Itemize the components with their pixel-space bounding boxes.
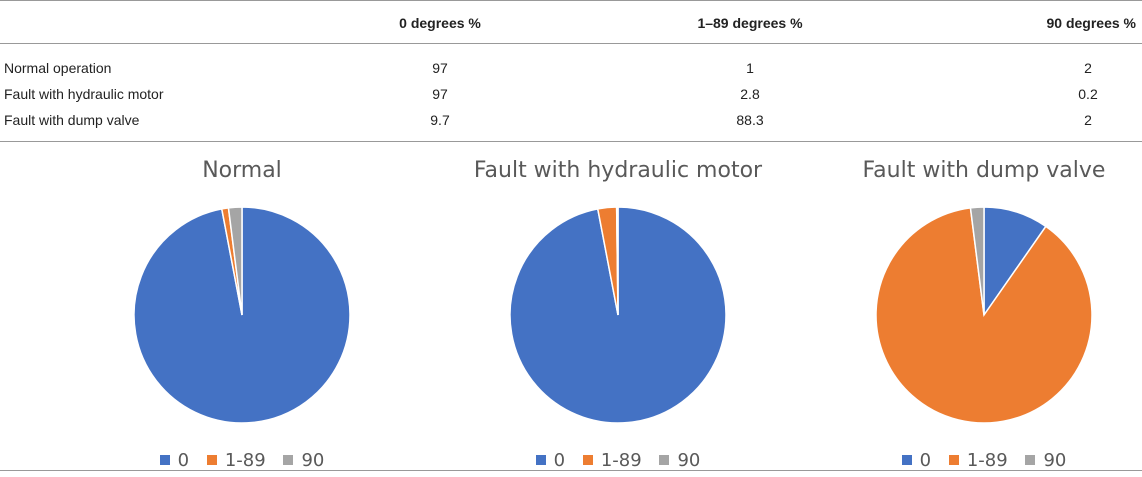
cell-dump-valve-1-89: 88.3 <box>736 112 764 128</box>
legend-item-0: 0 <box>901 450 932 471</box>
legend-item-90: 90 <box>1025 450 1066 471</box>
legend-swatch-1-89 <box>206 455 217 465</box>
legend-label-0: 0 <box>553 450 566 471</box>
cell-dump-valve-0: 9.7 <box>430 112 450 128</box>
legend-swatch-1-89 <box>582 455 593 465</box>
legend-swatch-0 <box>159 455 170 465</box>
pie-slice-90 <box>227 206 243 316</box>
legend-item-1-89: 1-89 <box>206 450 266 471</box>
legend-item-1-89: 1-89 <box>582 450 642 471</box>
cell-hydraulic-0: 97 <box>432 86 448 102</box>
legend-label-1-89: 1-89 <box>966 450 1008 471</box>
pie-chart-normal: Normal 0 1-89 90 <box>52 150 432 475</box>
legend-swatch-90 <box>1025 455 1036 465</box>
pie-slice-1-89 <box>875 207 1093 424</box>
header-90-degrees: 90 degrees % <box>1046 15 1137 31</box>
table-bottom-rule <box>0 141 1142 142</box>
pie-svg-hydraulic-motor <box>509 206 727 424</box>
legend-label-90: 90 <box>301 450 325 471</box>
pie-chart-hydraulic-motor: Fault with hydraulic motor 0 1-89 90 <box>428 150 808 475</box>
legend-item-90: 90 <box>283 450 324 471</box>
row-label-normal: Normal operation <box>4 60 112 76</box>
pie-svg-normal <box>133 206 351 424</box>
legend-item-0: 0 <box>159 450 190 471</box>
legend-label-0: 0 <box>177 450 190 471</box>
header-0-degrees: 0 degrees % <box>399 15 481 31</box>
pie-title-hydraulic-motor: Fault with hydraulic motor <box>473 158 763 183</box>
legend-swatch-1-89 <box>948 455 959 465</box>
legend-item-0: 0 <box>535 450 566 471</box>
legend-label-90: 90 <box>677 450 701 471</box>
row-label-hydraulic: Fault with hydraulic motor <box>4 86 164 102</box>
cell-normal-90: 2 <box>1084 60 1092 76</box>
legend-dump-valve: 0 1-89 90 <box>794 450 1142 471</box>
pie-slice-90 <box>615 206 619 316</box>
bottom-rule <box>0 470 1142 471</box>
legend-label-1-89: 1-89 <box>600 450 642 471</box>
legend-swatch-90 <box>659 455 670 465</box>
legend-swatch-0 <box>535 455 546 465</box>
header-1-89-degrees: 1–89 degrees % <box>697 15 803 31</box>
pie-chart-dump-valve: Fault with dump valve 0 1-89 90 <box>794 150 1142 475</box>
legend-label-90: 90 <box>1043 450 1067 471</box>
row-label-dump-valve: Fault with dump valve <box>4 112 140 128</box>
cell-hydraulic-1-89: 2.8 <box>740 86 760 102</box>
cell-normal-0: 97 <box>432 60 448 76</box>
legend-item-90: 90 <box>659 450 700 471</box>
pie-slice-90 <box>969 206 985 316</box>
legend-swatch-90 <box>283 455 294 465</box>
cell-normal-1-89: 1 <box>746 60 754 76</box>
table-header-rule <box>0 43 1142 44</box>
pie-title-normal: Normal <box>202 158 282 183</box>
legend-item-1-89: 1-89 <box>948 450 1008 471</box>
legend-normal: 0 1-89 90 <box>52 450 432 471</box>
legend-swatch-0 <box>901 455 912 465</box>
cell-dump-valve-90: 2 <box>1084 112 1092 128</box>
legend-label-1-89: 1-89 <box>224 450 266 471</box>
pie-svg-dump-valve <box>875 206 1093 424</box>
cell-hydraulic-90: 0.2 <box>1078 86 1098 102</box>
table-top-rule <box>0 0 1142 1</box>
legend-hydraulic-motor: 0 1-89 90 <box>428 450 808 471</box>
legend-label-0: 0 <box>919 450 932 471</box>
pie-title-dump-valve: Fault with dump valve <box>862 158 1106 183</box>
